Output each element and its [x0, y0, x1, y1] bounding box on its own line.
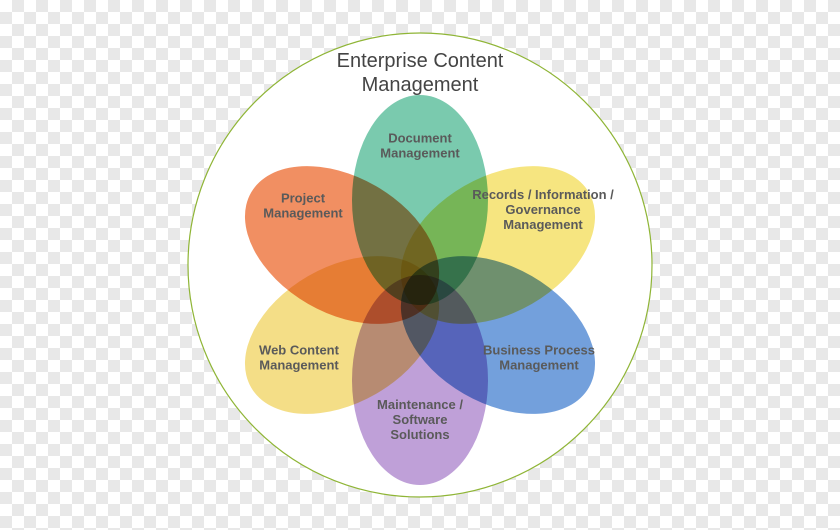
petal-label-1-line-2: Management: [503, 217, 583, 232]
petal-label-1-line-0: Records / Information /: [472, 187, 614, 202]
petal-label-1-line-1: Governance: [505, 202, 580, 217]
petal-label-4-line-1: Management: [259, 358, 339, 373]
petal-label-0-line-1: Management: [380, 146, 460, 161]
ecm-flower-diagram: Enterprise ContentManagementDocumentMana…: [0, 0, 840, 530]
petal-label-5-line-1: Management: [263, 206, 343, 221]
petal-label-0-line-0: Document: [388, 131, 452, 146]
petal-label-3-line-1: Software: [393, 412, 448, 427]
petal-label-3-line-2: Solutions: [390, 427, 449, 442]
petal-label-3-line-0: Maintenance /: [377, 397, 463, 412]
petal-label-2-line-1: Management: [499, 358, 579, 373]
petal-label-2-line-0: Business Process: [483, 343, 595, 358]
petal-label-5-line-0: Project: [281, 191, 326, 206]
diagram-stage: Enterprise ContentManagementDocumentMana…: [0, 0, 840, 530]
petal-label-4-line-0: Web Content: [259, 343, 340, 358]
diagram-title-line1: Enterprise Content: [337, 50, 504, 72]
diagram-title-line2: Management: [362, 74, 479, 96]
